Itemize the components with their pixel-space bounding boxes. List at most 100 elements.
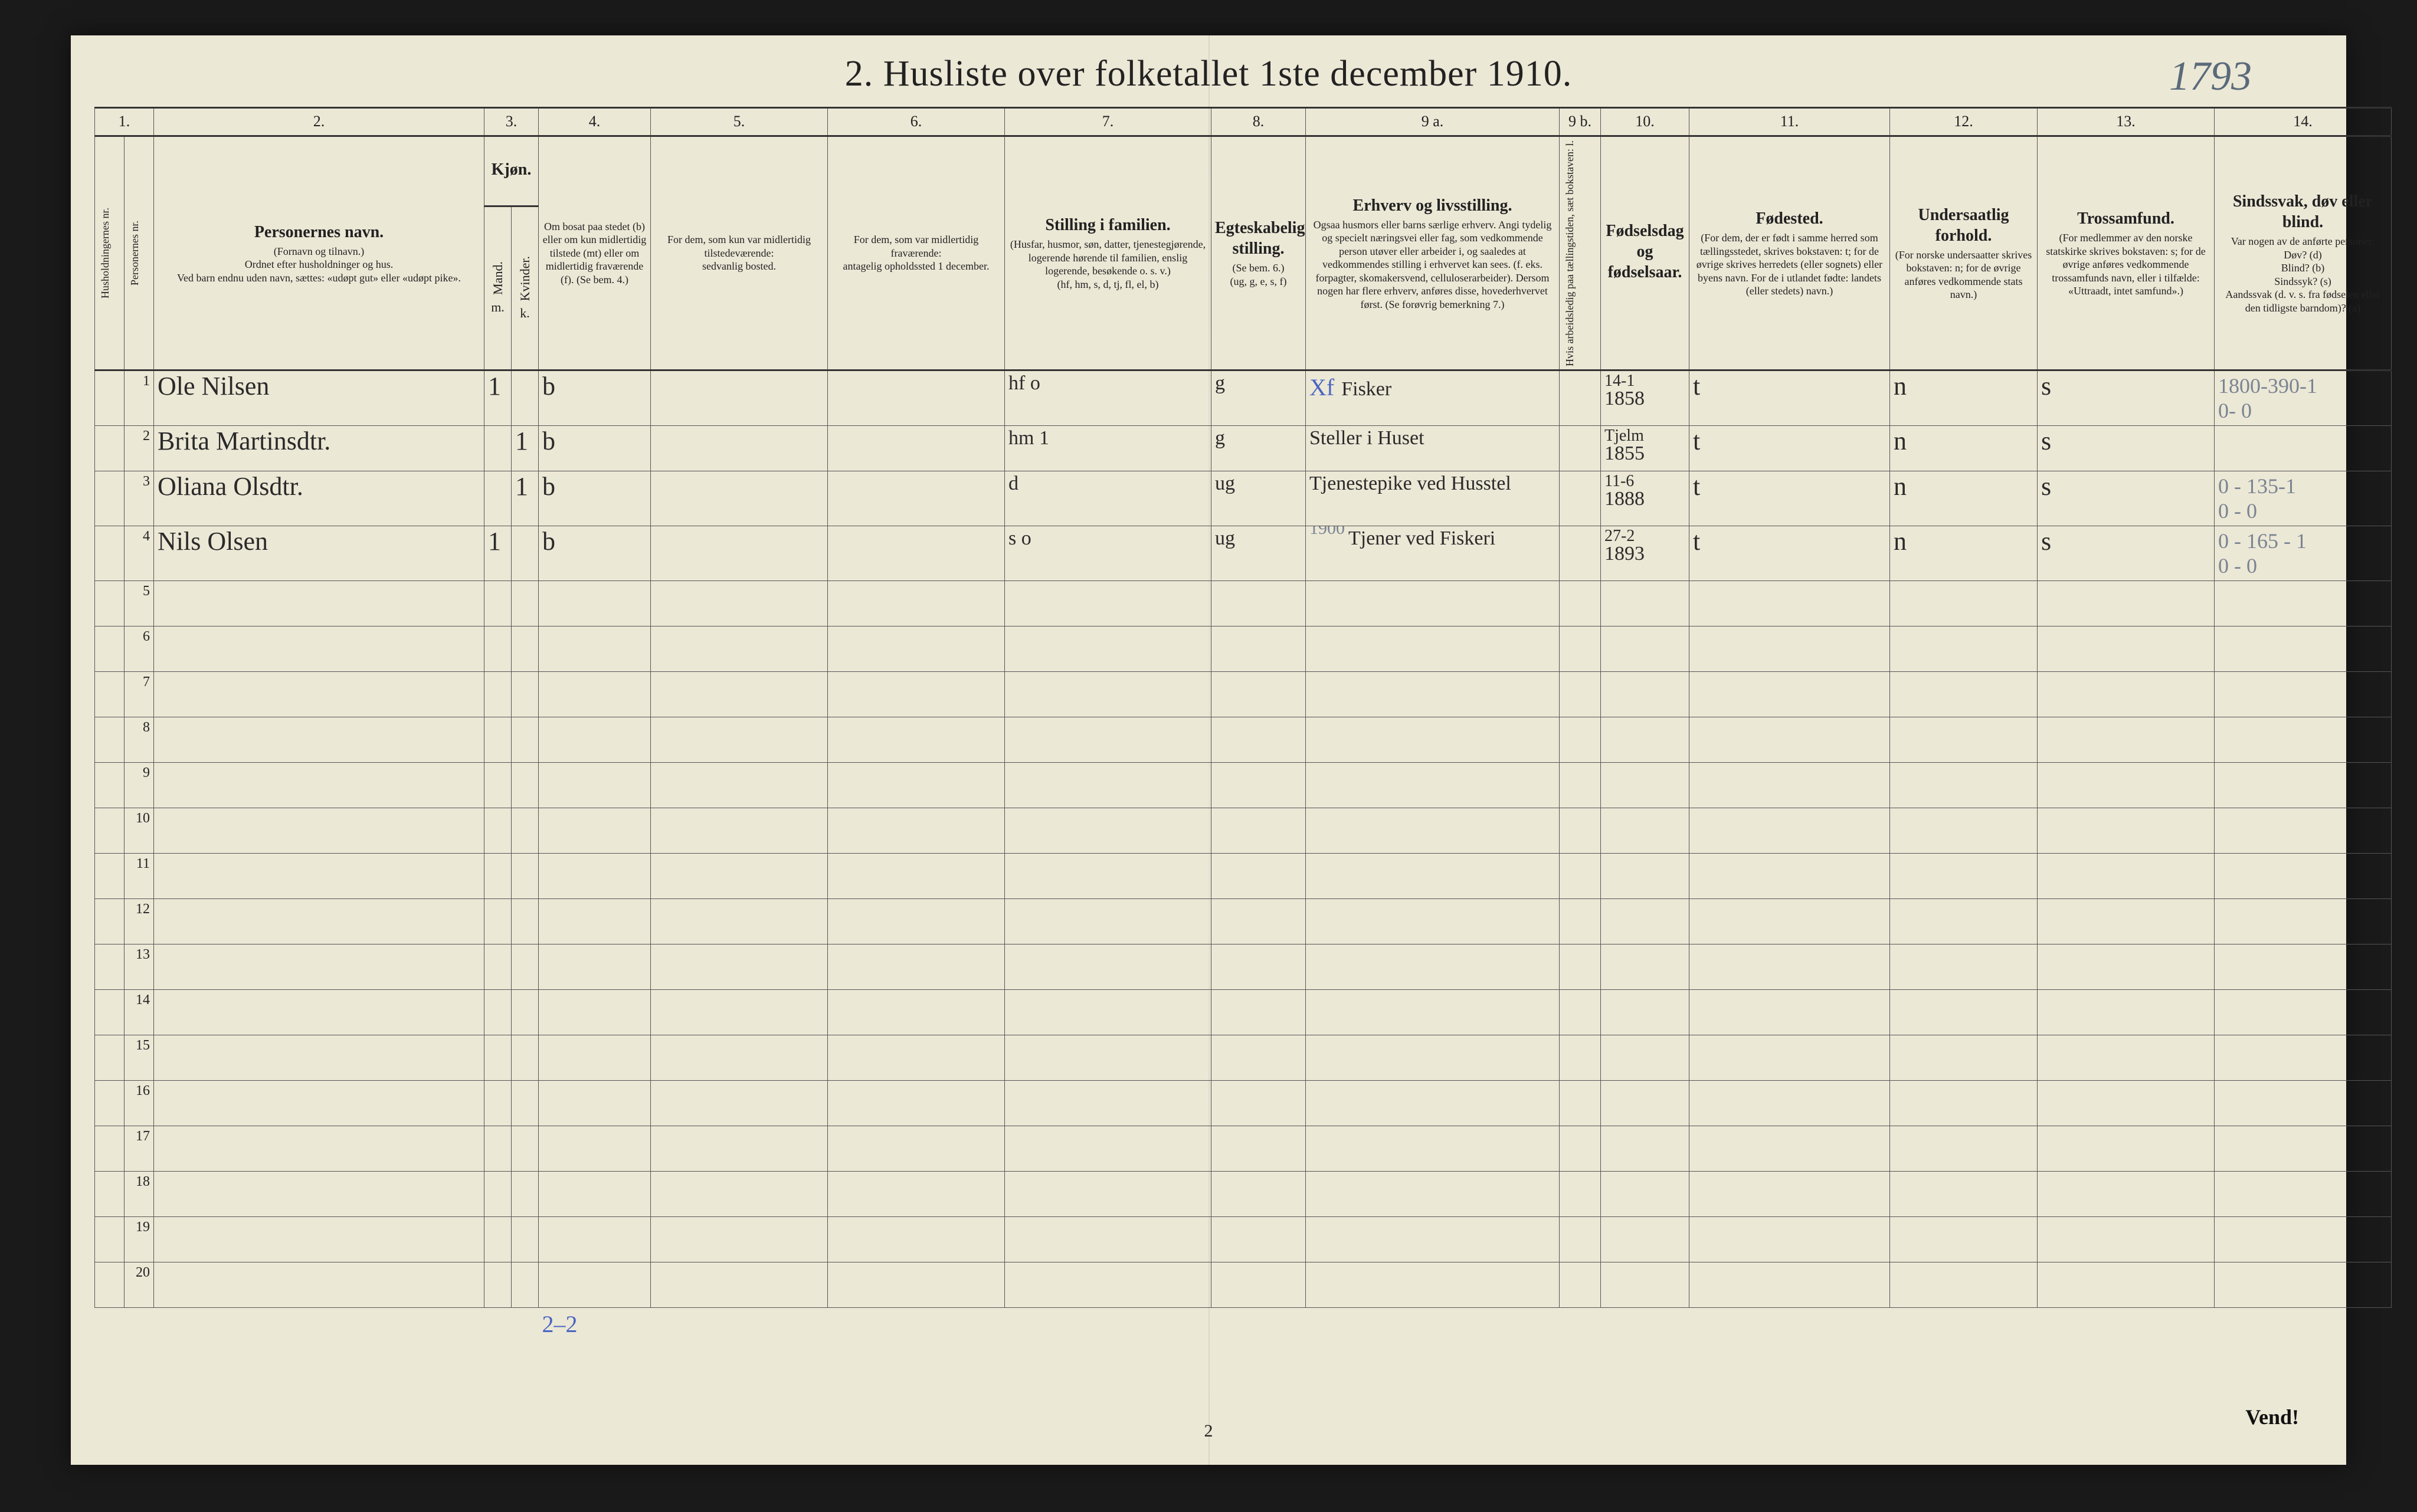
cell-blank [484, 899, 512, 944]
colnum-14: 14. [2215, 108, 2392, 136]
cell-blank [512, 1081, 539, 1126]
cell-sindssvak: 0 - 135-1 0 - 0 [2215, 471, 2392, 526]
hdr-fodsel: Fødselsdag og fødselsaar. [1601, 136, 1689, 370]
cell-blank [154, 672, 484, 717]
cell-person-no: 14 [125, 990, 154, 1035]
cell-blank [154, 627, 484, 672]
cell-blank [2038, 854, 2215, 899]
cell-blank [1560, 717, 1601, 763]
cell-kvinde [512, 370, 539, 426]
colnum-9a: 9 a. [1306, 108, 1560, 136]
cell-blank [154, 1217, 484, 1262]
cell-household-no [95, 426, 125, 471]
cell-blank [1601, 717, 1689, 763]
table-body: 1Ole Nilsen1bhf ogXfFisker14-11858tns180… [95, 370, 2392, 1353]
colnum-1: 1. [95, 108, 154, 136]
cell-blank [1211, 1081, 1306, 1126]
cell-arbeidsledig [1560, 426, 1601, 471]
cell-blank [2038, 717, 2215, 763]
footer-spacer [1890, 1308, 2038, 1353]
cell-midl-tilstede [651, 471, 828, 526]
cell-mand [484, 471, 512, 526]
cell-blank [1601, 1217, 1689, 1262]
cell-person-no: 9 [125, 763, 154, 808]
cell-sindssvak [2215, 426, 2392, 471]
cell-blank [1560, 627, 1601, 672]
cell-blank [154, 717, 484, 763]
cell-blank [2215, 990, 2392, 1035]
cell-blank [2038, 1126, 2215, 1172]
cell-blank [1306, 1172, 1560, 1217]
cell-household-no [95, 717, 125, 763]
cell-blank [651, 1217, 828, 1262]
hdr-household-no: Husholdningernes nr. [95, 136, 125, 370]
cell-blank [1306, 672, 1560, 717]
cell-undersaat: n [1890, 471, 2038, 526]
cell-blank [539, 672, 651, 717]
cell-blank [2215, 717, 2392, 763]
cell-person-no: 15 [125, 1035, 154, 1081]
cell-blank [1890, 1035, 2038, 1081]
cell-stilling-familie: hm 1 [1005, 426, 1211, 471]
cell-kvinde [512, 526, 539, 581]
cell-blank [1005, 944, 1211, 990]
hdr-stilling-familie: Stilling i familien. (Husfar, husmor, sø… [1005, 136, 1211, 370]
cell-blank [1211, 1262, 1306, 1308]
cell-person-no: 7 [125, 672, 154, 717]
cell-blank [1560, 1126, 1601, 1172]
cell-person-no: 12 [125, 899, 154, 944]
cell-fodested: t [1689, 370, 1890, 426]
cell-blank [1560, 1035, 1601, 1081]
cell-household-no [95, 1262, 125, 1308]
cell-blank [1689, 1217, 1890, 1262]
cell-erhverv: XfFisker [1306, 370, 1560, 426]
cell-blank [512, 854, 539, 899]
cell-blank [2215, 854, 2392, 899]
cell-blank [651, 1172, 828, 1217]
cell-fodested: t [1689, 471, 1890, 526]
cell-blank [1601, 1126, 1689, 1172]
cell-blank [539, 1262, 651, 1308]
cell-fodsel: 14-11858 [1601, 370, 1689, 426]
cell-midl-frav [828, 426, 1005, 471]
hdr-arbeidsledig: Hvis arbeidsledig paa tællingstiden, sæt… [1560, 136, 1601, 370]
cell-person-no: 16 [125, 1081, 154, 1126]
cell-blank [512, 990, 539, 1035]
cell-blank [1689, 672, 1890, 717]
cell-blank [539, 1035, 651, 1081]
cell-blank [1601, 854, 1689, 899]
hdr-mand: Mand.m. [484, 206, 512, 370]
cell-arbeidsledig [1560, 370, 1601, 426]
cell-blank [1306, 854, 1560, 899]
cell-blank [1890, 581, 2038, 627]
cell-blank [484, 1126, 512, 1172]
cell-blank [1601, 1081, 1689, 1126]
cell-undersaat: n [1890, 370, 2038, 426]
cell-blank [1890, 1172, 2038, 1217]
cell-fodsel: Tjelm1855 [1601, 426, 1689, 471]
cell-person-no: 8 [125, 717, 154, 763]
table-row-blank: 10 [95, 808, 2392, 854]
cell-blank [1560, 990, 1601, 1035]
cell-blank [2038, 1081, 2215, 1126]
cell-person-no: 10 [125, 808, 154, 854]
header-main-row: Husholdningernes nr. Personernes nr. Per… [95, 136, 2392, 206]
cell-blank [1689, 1126, 1890, 1172]
cell-blank [1601, 763, 1689, 808]
cell-blank [1005, 899, 1211, 944]
cell-blank [512, 1217, 539, 1262]
cell-blank [1005, 808, 1211, 854]
footer-spacer [2038, 1308, 2215, 1353]
cell-bosat: b [539, 471, 651, 526]
cell-blank [651, 763, 828, 808]
cell-person-no: 18 [125, 1172, 154, 1217]
cell-undersaat: n [1890, 526, 2038, 581]
cell-midl-frav [828, 370, 1005, 426]
cell-blank [1890, 1217, 2038, 1262]
cell-blank [2215, 1035, 2392, 1081]
cell-blank [1306, 1035, 1560, 1081]
cell-blank [2038, 627, 2215, 672]
cell-blank [539, 581, 651, 627]
cell-blank [1560, 1262, 1601, 1308]
cell-blank [2215, 763, 2392, 808]
